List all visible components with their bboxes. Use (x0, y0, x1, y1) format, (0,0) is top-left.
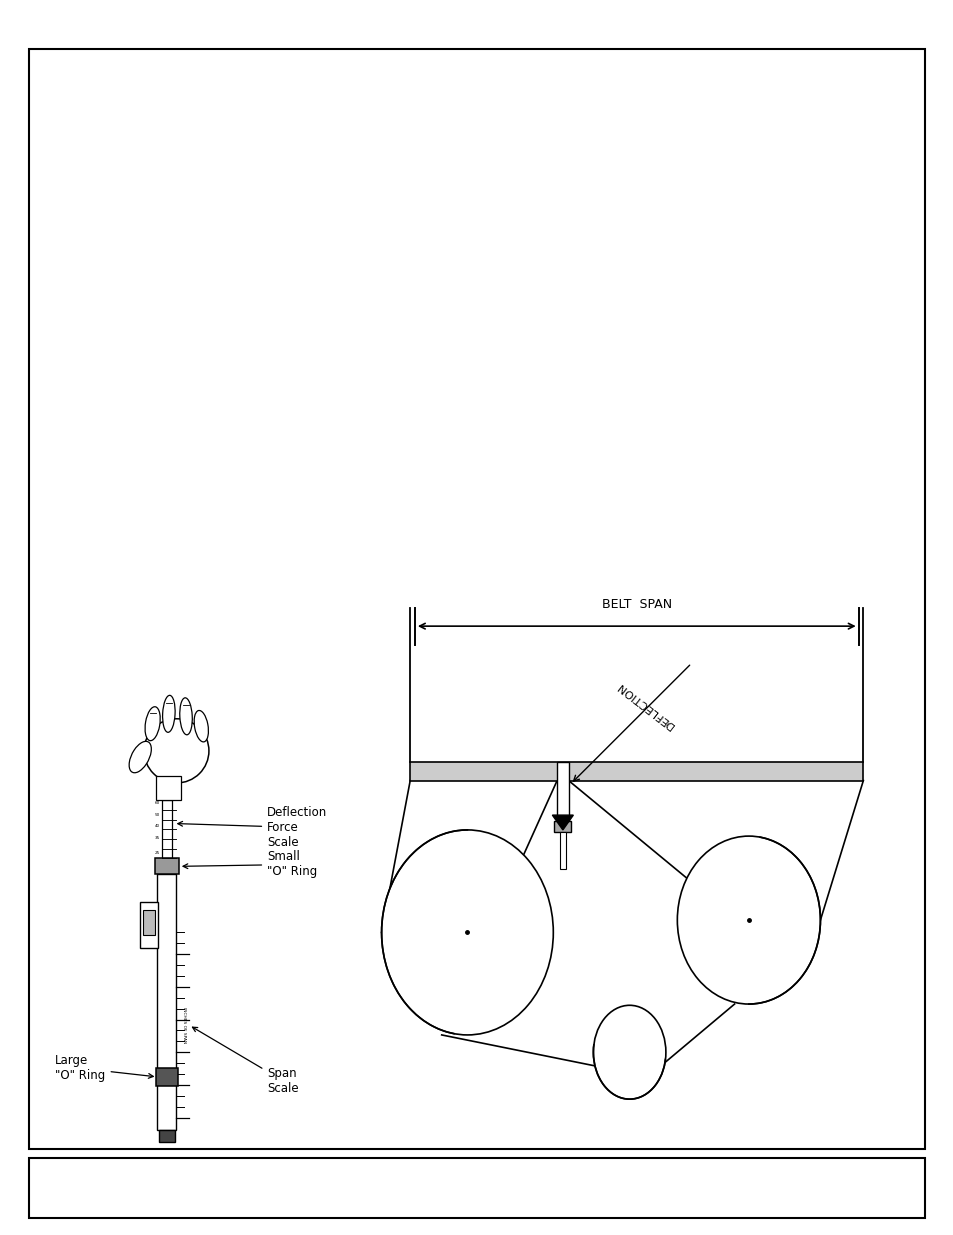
Bar (155, 776, 181, 800)
Text: Deflection
Force
Scale: Deflection Force Scale (177, 806, 327, 848)
Ellipse shape (145, 706, 160, 741)
Bar (140, 902, 158, 948)
Bar (159, 1130, 174, 1142)
Text: Span
Scale: Span Scale (193, 1028, 298, 1094)
Ellipse shape (381, 830, 553, 1035)
Text: 60: 60 (154, 802, 160, 805)
Text: 50: 50 (154, 813, 160, 816)
Ellipse shape (677, 836, 820, 1004)
Ellipse shape (162, 695, 175, 732)
Text: Small
"O" Ring: Small "O" Ring (183, 851, 317, 878)
Bar (29, 49, 924, 1149)
Text: DEFLECTION: DEFLECTION (614, 679, 676, 731)
Text: Large
"O" Ring: Large "O" Ring (55, 1055, 153, 1082)
Bar (162, 800, 172, 858)
Bar (554, 821, 571, 832)
Ellipse shape (194, 710, 208, 742)
Circle shape (593, 1005, 665, 1099)
Ellipse shape (129, 741, 152, 773)
Bar (29, 1158, 924, 1218)
Bar (410, 762, 862, 781)
Bar (157, 874, 176, 1130)
Bar (154, 858, 178, 874)
Bar (143, 910, 154, 935)
Ellipse shape (144, 719, 209, 783)
Bar (559, 832, 565, 869)
Ellipse shape (179, 698, 193, 735)
Text: 25: 25 (154, 851, 160, 855)
Polygon shape (552, 815, 573, 830)
Text: BELT  SPAN: BELT SPAN (601, 598, 671, 611)
Bar (155, 1068, 178, 1086)
Text: INCHES OF SPAN: INCHES OF SPAN (182, 1007, 186, 1044)
Text: 40: 40 (155, 825, 160, 829)
Text: 35: 35 (154, 836, 160, 840)
Bar (557, 762, 568, 821)
